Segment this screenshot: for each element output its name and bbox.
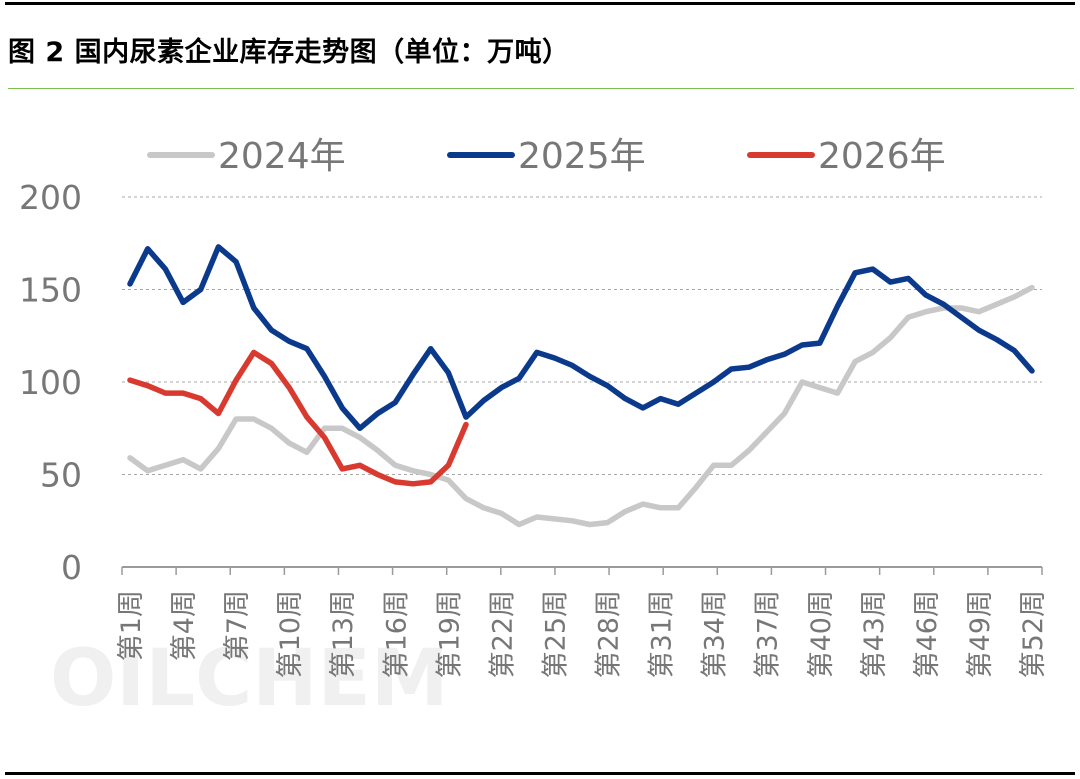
x-tick-label: 第7周 <box>222 590 253 661</box>
y-tick-label: 200 <box>19 178 82 217</box>
x-tick-label: 第37周 <box>753 590 784 678</box>
x-tick-label: 第31周 <box>647 590 678 678</box>
top-rule <box>5 2 1075 5</box>
x-tick-label: 第43周 <box>859 590 890 678</box>
x-tick-label: 第13周 <box>328 590 359 678</box>
legend-label: 2024年 <box>218 136 346 177</box>
y-tick-label: 50 <box>40 456 82 495</box>
legend-label: 2026年 <box>818 136 946 177</box>
series-2024-line <box>127 284 1035 528</box>
y-tick-label: 150 <box>19 271 82 310</box>
series-2025-line <box>127 244 1035 432</box>
grid-layer <box>122 196 1042 475</box>
x-tick-label: 第49周 <box>965 590 996 678</box>
x-tick-label: 第28周 <box>594 590 625 678</box>
x-tick-label: 第19周 <box>434 590 465 678</box>
x-tick-label: 第4周 <box>169 590 200 661</box>
series-2026-line <box>127 349 469 487</box>
x-tick-label: 第52周 <box>1018 590 1049 678</box>
axis-layer: 0 50 100 150 200 第1周 第4周 第7周 第10周 第13周 第16周 第19周 第22… <box>19 178 1049 678</box>
x-tick-label: 第46周 <box>912 590 943 678</box>
y-tick-label: 100 <box>19 363 82 402</box>
x-tick-label: 第25周 <box>540 590 571 678</box>
legend-label: 2025年 <box>518 136 646 177</box>
y-tick-label: 0 <box>61 548 82 587</box>
x-tick-label: 第22周 <box>487 590 518 678</box>
x-tick-label: 第16周 <box>381 590 412 678</box>
x-tick-label: 第1周 <box>116 590 147 661</box>
x-tick-label: 第34周 <box>700 590 731 678</box>
chart-title: 图 2 国内尿素企业库存走势图（单位：万吨） <box>8 37 570 68</box>
bottom-rule <box>5 772 1075 775</box>
title-divider <box>8 88 1074 89</box>
watermark: OILCHEM <box>50 634 448 724</box>
x-tick-label: 第40周 <box>806 590 837 678</box>
series-layer <box>127 244 1035 528</box>
x-tick-label: 第10周 <box>275 590 306 678</box>
legend: 2024年 2025年 2026年 <box>147 136 946 177</box>
